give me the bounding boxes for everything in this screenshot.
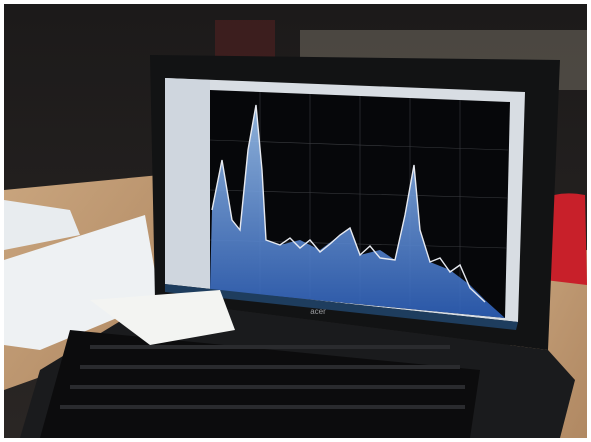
brand-logo: acer — [310, 307, 326, 316]
keys — [60, 345, 465, 409]
paper — [4, 200, 80, 250]
keyboard — [40, 330, 480, 438]
spectrum-fill — [210, 105, 505, 318]
sidebar — [165, 78, 210, 288]
qsl-card — [90, 290, 235, 345]
taskbar — [165, 284, 518, 330]
chair-back — [215, 20, 275, 60]
spectrum-trace — [211, 104, 486, 303]
